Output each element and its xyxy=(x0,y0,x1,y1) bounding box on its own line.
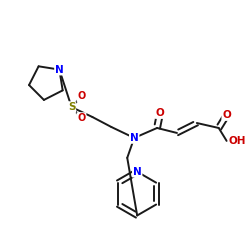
Text: N: N xyxy=(130,133,138,143)
Text: N: N xyxy=(133,167,141,177)
Text: O: O xyxy=(78,91,86,101)
Text: S: S xyxy=(68,102,75,112)
Text: N: N xyxy=(55,64,64,74)
Text: OH: OH xyxy=(229,136,246,146)
Text: O: O xyxy=(156,108,164,118)
Text: O: O xyxy=(78,113,86,123)
Text: O: O xyxy=(222,110,231,120)
